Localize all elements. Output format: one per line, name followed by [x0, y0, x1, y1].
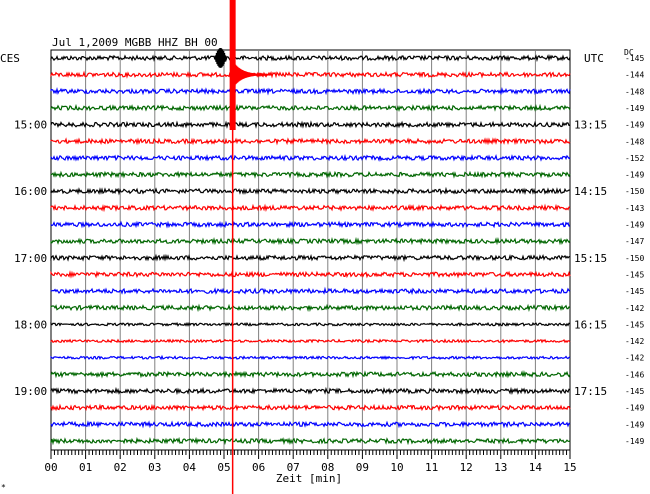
- dc-offset-label: -150: [625, 187, 644, 196]
- trace-group: [50, 54, 571, 446]
- x-tick-label: 04: [183, 461, 197, 474]
- left-zone-label: CES: [0, 52, 20, 65]
- x-tick-label: 00: [44, 461, 57, 474]
- dc-offset-label: -146: [625, 370, 644, 379]
- x-tick-label: 12: [460, 461, 473, 474]
- dc-offset-label: -145: [625, 287, 644, 296]
- x-axis-label: Zeit [min]: [276, 472, 342, 485]
- trace-line-21: [50, 403, 571, 412]
- x-axis: 00 01 02 03 04 05 06 07 08 09 10 11 12 13 14 15: [44, 450, 577, 474]
- event-coda-trace-1: [232, 60, 273, 88]
- x-tick-label: 03: [148, 461, 161, 474]
- dc-offset-label: -149: [625, 420, 644, 429]
- event-layer: [213, 0, 273, 494]
- trace-line-6: [50, 153, 571, 162]
- trace-line-15: [50, 303, 571, 313]
- x-tick-label: 06: [252, 461, 265, 474]
- x-tick-label: 10: [390, 461, 403, 474]
- dc-offset-label: -145: [625, 320, 644, 329]
- dc-offset-label: -145: [625, 54, 644, 63]
- right-zone-label: UTC: [584, 52, 604, 65]
- trace-line-18: [50, 354, 571, 361]
- left-time-label: 19:00: [14, 385, 47, 398]
- dc-column-header: DC: [624, 48, 634, 57]
- trace-line-7: [50, 170, 571, 179]
- right-time-label: 13:15: [574, 119, 607, 132]
- x-tick-label: 14: [529, 461, 543, 474]
- dc-offset-label: -145: [625, 270, 644, 279]
- dc-offset-label: -152: [625, 154, 644, 163]
- x-tick-label: 11: [425, 461, 438, 474]
- x-tick-label: 09: [356, 461, 369, 474]
- dc-offset-label: -147: [625, 237, 644, 246]
- trace-line-1: [50, 70, 571, 79]
- left-time-label: 16:00: [14, 185, 47, 198]
- trace-line-3: [50, 103, 571, 112]
- plot-grid: [50, 49, 571, 451]
- x-tick-label: 05: [217, 461, 230, 474]
- dc-offset-label: -149: [625, 104, 644, 113]
- trace-line-17: [50, 338, 571, 344]
- trace-line-0: [50, 54, 571, 63]
- dc-offset-label: -148: [625, 87, 644, 96]
- dc-offset-label: -148: [625, 137, 644, 146]
- footer-mark: *: [1, 483, 6, 492]
- dc-offset-label: -142: [625, 354, 644, 363]
- trace-line-5: [50, 137, 571, 146]
- right-time-label: 17:15: [574, 385, 607, 398]
- x-tick-label: 01: [79, 461, 92, 474]
- x-tick-label: 07: [287, 461, 300, 474]
- trace-line-20: [50, 386, 571, 396]
- left-time-label: 15:00: [14, 119, 47, 132]
- trace-line-19: [50, 369, 571, 379]
- trace-line-4: [50, 120, 570, 129]
- trace-line-8: [50, 186, 571, 196]
- right-time-label: 15:15: [574, 252, 607, 265]
- dc-offset-label: -142: [625, 304, 644, 313]
- right-time-label: 14:15: [574, 185, 607, 198]
- dc-offset-label: -145: [625, 387, 644, 396]
- trace-line-9: [50, 203, 571, 213]
- chart-title: Jul 1,2009 MGBB HHZ BH 00: [52, 36, 218, 49]
- trace-line-2: [50, 86, 571, 96]
- trace-line-14: [50, 286, 571, 296]
- dc-offset-label: -149: [625, 404, 644, 413]
- trace-line-10: [50, 220, 571, 229]
- trace-line-23: [50, 436, 571, 446]
- dc-offset-label: -142: [625, 337, 644, 346]
- dc-offset-label: -149: [625, 171, 644, 180]
- dc-offset-label: -144: [625, 71, 644, 80]
- dc-offset-label: -150: [625, 254, 644, 263]
- x-tick-label: 13: [494, 461, 507, 474]
- label-group: 15:00 16:00 17:00 18:00 19:00 13:15 14:15 15:15…: [14, 54, 644, 446]
- x-tick-label: 02: [114, 461, 127, 474]
- trace-line-12: [50, 253, 571, 263]
- x-tick-label: 08: [321, 461, 334, 474]
- dc-offset-label: -143: [625, 204, 644, 213]
- trace-line-13: [50, 270, 571, 279]
- event-burst-trace-0: [213, 47, 228, 68]
- dc-offset-label: -149: [625, 221, 644, 230]
- trace-line-16: [50, 321, 571, 328]
- left-time-label: 18:00: [14, 318, 47, 331]
- dc-offset-label: -149: [625, 437, 644, 446]
- dc-offset-label: -149: [625, 121, 644, 130]
- trace-line-11: [50, 236, 571, 246]
- trace-line-22: [50, 420, 571, 429]
- right-time-label: 16:15: [574, 318, 607, 331]
- left-time-label: 17:00: [14, 252, 47, 265]
- x-tick-label: 15: [563, 461, 576, 474]
